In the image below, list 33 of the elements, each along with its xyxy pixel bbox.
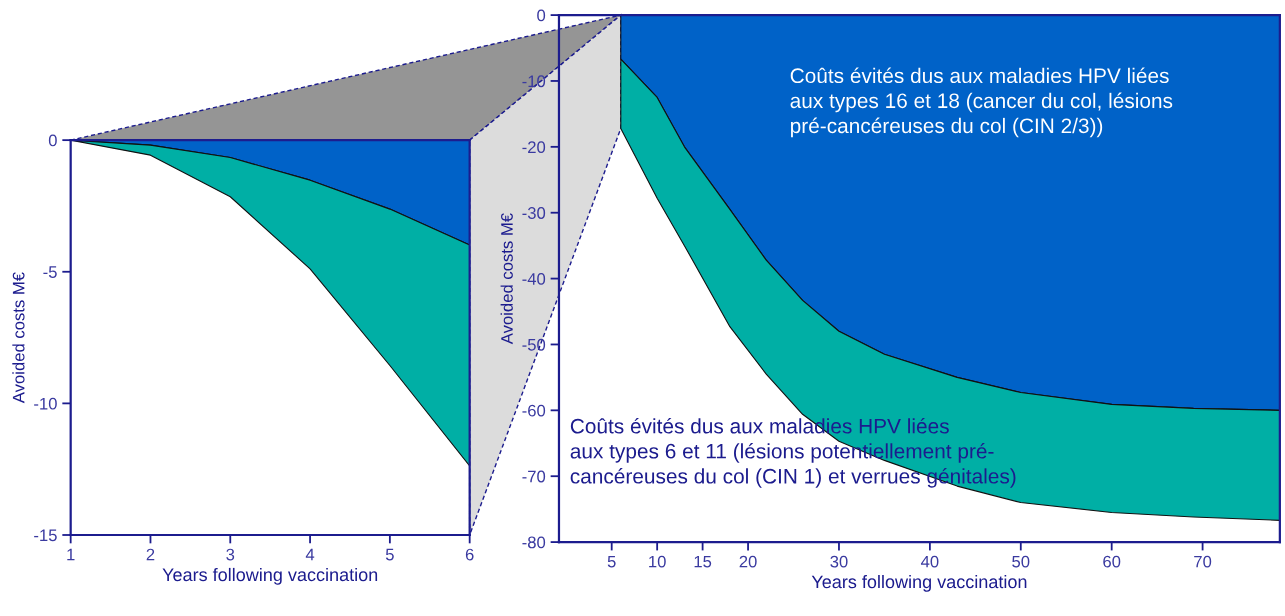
- y-tick-label: -5: [43, 266, 57, 278]
- y-tick-label: -70: [522, 470, 546, 483]
- x-tick-label: 3: [226, 548, 235, 561]
- x-tick-label: 4: [305, 548, 315, 561]
- annotation: Coûts évités dus aux maladies HPV liées aux types 16 et 18 (cancer du col, lésions pré-cancéreuses du col (CIN 2/3)): [790, 67, 1173, 138]
- x-tick-label: 70: [1194, 555, 1212, 568]
- y-tick-label: 0: [48, 134, 57, 147]
- x-tick-label: 5: [607, 555, 616, 568]
- x-tick-label: 20: [739, 555, 757, 568]
- y-tick-label: -60: [522, 404, 546, 417]
- x-tick-label: 10: [649, 555, 666, 568]
- y-tick-label: -20: [522, 141, 546, 154]
- x-axis-title: Years following vaccination: [162, 567, 378, 585]
- x-tick-label: 5: [385, 548, 394, 561]
- y-tick-label: -10: [34, 397, 57, 410]
- x-tick-label: 2: [146, 548, 155, 561]
- x-tick-label: 1: [67, 548, 75, 561]
- y-axis-title: Avoided costs M€: [12, 272, 25, 404]
- y-tick-label: -50: [522, 338, 546, 351]
- y-tick-label: -40: [522, 272, 546, 285]
- x-axis-title: Years following vaccination: [811, 574, 1027, 592]
- x-tick-label: 15: [694, 555, 712, 568]
- y-tick-label: -10: [522, 75, 546, 88]
- y-tick-label: 0: [537, 9, 546, 22]
- x-tick-label: 50: [1012, 555, 1030, 568]
- x-tick-label: 40: [920, 555, 939, 568]
- x-tick-label: 30: [830, 555, 848, 568]
- y-tick-label: -30: [522, 207, 546, 219]
- x-tick-label: 6: [465, 548, 474, 561]
- x-tick-label: 60: [1103, 555, 1121, 568]
- y-tick-label: -80: [522, 536, 546, 549]
- y-tick-label: -15: [34, 529, 57, 542]
- y-axis-title: Avoided costs M€: [500, 213, 513, 345]
